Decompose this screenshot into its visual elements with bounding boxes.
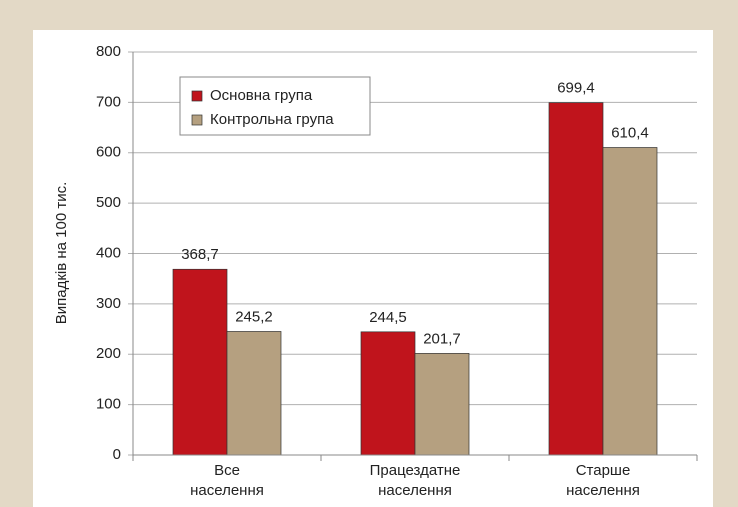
data-label: 610,4 [611, 124, 649, 141]
data-label: 244,5 [369, 309, 407, 326]
bar [226, 331, 282, 456]
data-label: 201,7 [423, 330, 461, 347]
x-tick-label: Старше населення [566, 462, 640, 499]
y-tick-label: 300 [96, 295, 121, 312]
data-label: 368,7 [181, 246, 219, 263]
y-tick-label: 200 [96, 345, 121, 362]
y-axis-label: Випадків на 100 тис. [53, 182, 70, 325]
legend-label: Основна група [210, 87, 313, 104]
x-tick-label: Працездатне населення [370, 462, 461, 499]
data-label: 245,2 [235, 308, 273, 325]
bar [172, 268, 228, 456]
y-tick-label: 500 [96, 194, 121, 211]
legend-swatch [191, 90, 203, 102]
bar [360, 331, 416, 456]
y-tick-label: 600 [96, 144, 121, 161]
legend-swatch [191, 114, 203, 126]
data-label: 699,4 [557, 80, 595, 97]
y-tick-label: 400 [96, 244, 121, 261]
bar [548, 102, 604, 456]
y-tick-label: 800 [96, 43, 121, 60]
bar [414, 353, 470, 456]
y-tick-label: 100 [96, 396, 121, 413]
y-tick-label: 700 [96, 93, 121, 110]
legend-label: Контрольна група [210, 111, 334, 128]
x-tick-label: Все населення [190, 462, 264, 499]
legend-box [179, 76, 371, 136]
y-tick-label: 0 [113, 446, 121, 463]
bar [602, 147, 658, 456]
